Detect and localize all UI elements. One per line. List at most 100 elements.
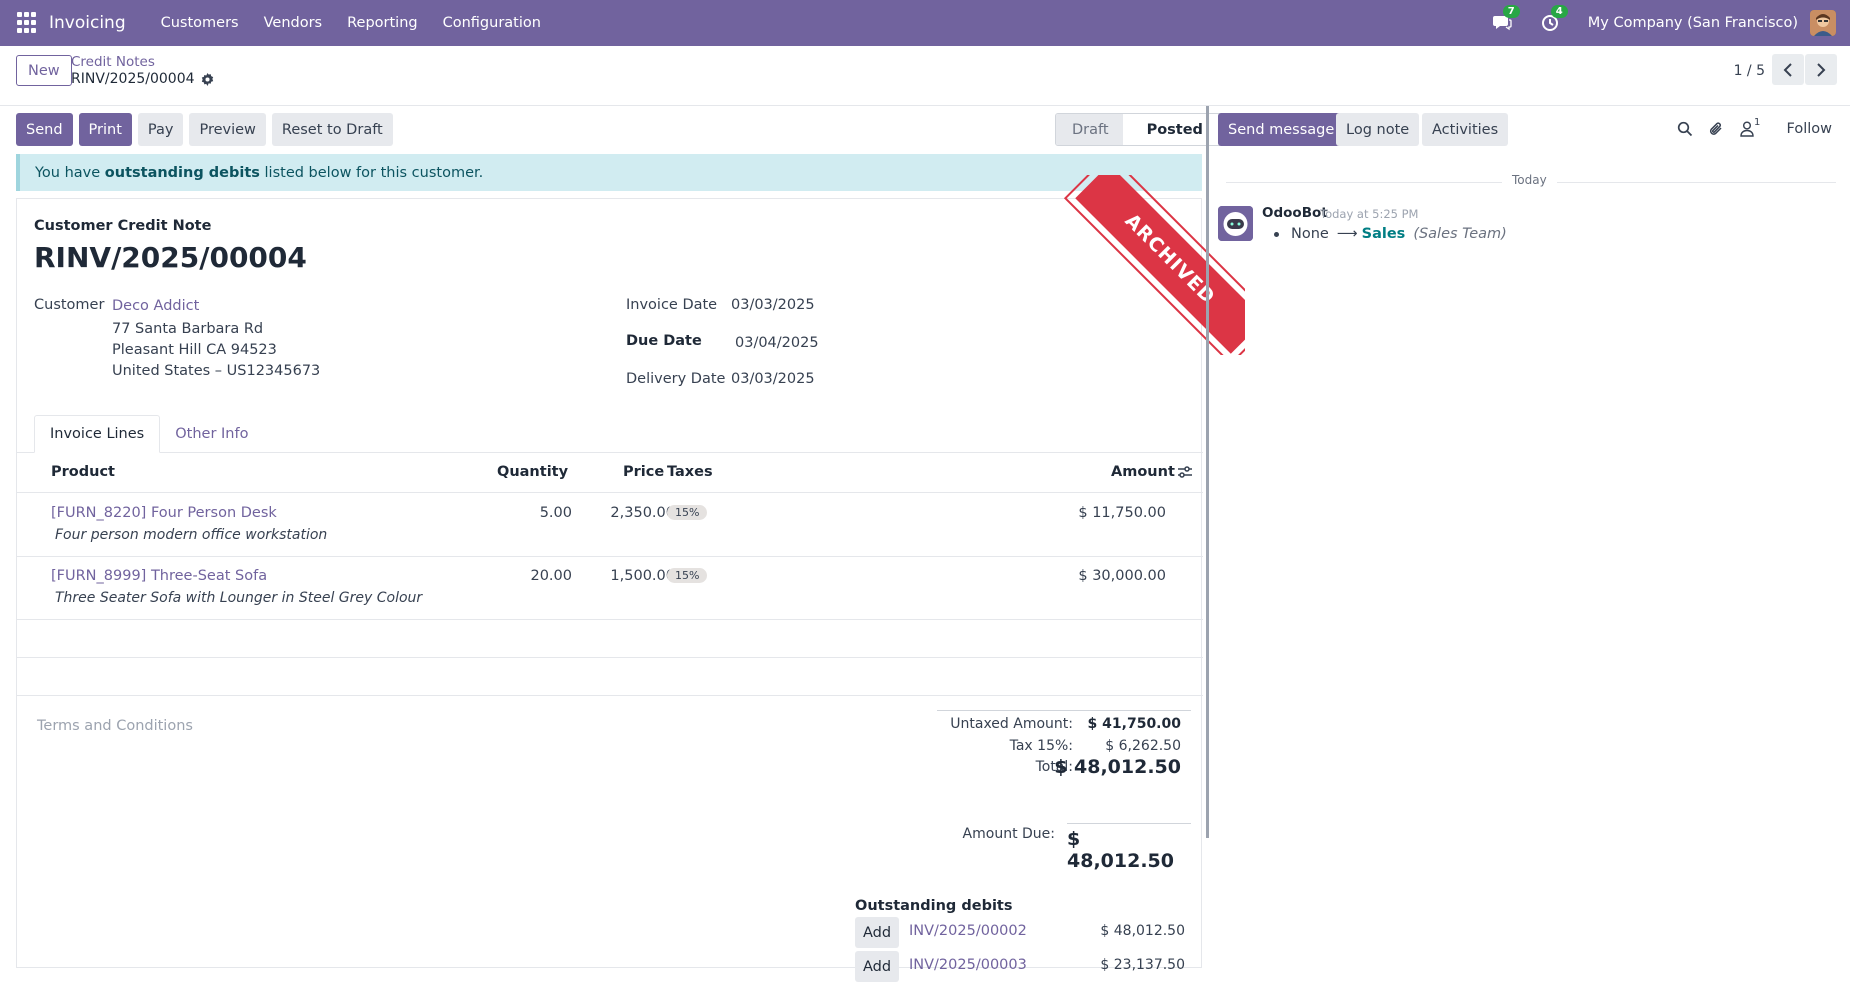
messages-icon[interactable]: 7 — [1492, 5, 1520, 34]
line-product[interactable]: [FURN_8999] Three-Seat Sofa — [51, 568, 268, 584]
customer-link[interactable]: Deco Addict — [112, 298, 200, 314]
tracking-field-name: (Sales Team) — [1413, 226, 1507, 242]
chevron-right-icon — [1817, 62, 1826, 77]
amount-due-row: Amount Due: $ 48,012.50 — [963, 823, 1191, 872]
address-line-1: 77 Santa Barbara Rd — [112, 321, 264, 337]
terms-and-conditions-field[interactable]: Terms and Conditions — [37, 718, 193, 734]
invoice-date-field[interactable]: 03/03/2025 — [731, 297, 815, 313]
search-icon[interactable] — [1677, 121, 1695, 139]
send-button[interactable]: Send — [16, 113, 73, 146]
line-amount: $ 30,000.00 — [1078, 568, 1166, 584]
pay-button[interactable]: Pay — [137, 113, 184, 146]
line-quantity[interactable]: 5.00 — [539, 505, 572, 521]
alert-suffix: listed below for this customer. — [259, 164, 484, 181]
line-price[interactable]: 1,500.00 — [610, 568, 675, 584]
line-quantity[interactable]: 20.00 — [530, 568, 572, 584]
print-button[interactable]: Print — [78, 113, 132, 146]
tabs-divider — [17, 452, 1203, 453]
odoobot-avatar[interactable] — [1218, 206, 1253, 241]
total-row: Total: $ 48,012.50 — [937, 755, 1191, 783]
col-amount[interactable]: Amount — [1111, 464, 1175, 480]
main-menu: Customers Vendors Reporting Configuratio… — [136, 15, 541, 31]
add-debit-button[interactable]: Add — [855, 917, 900, 948]
date-separator-label: Today — [1502, 173, 1557, 187]
column-settings-icon[interactable] — [1177, 465, 1193, 483]
menu-customers[interactable]: Customers — [160, 15, 239, 31]
delivery-date-label: Delivery Date — [626, 371, 726, 387]
col-product[interactable]: Product — [51, 464, 115, 480]
breadcrumb-current: RINV/2025/00004 — [71, 71, 214, 87]
company-switcher[interactable]: My Company (San Francisco) — [1587, 15, 1798, 31]
control-panel: New Credit Notes RINV/2025/00004 1 / 5 — [0, 46, 1850, 106]
log-note-button[interactable]: Log note — [1336, 113, 1420, 146]
user-avatar[interactable] — [1810, 10, 1836, 36]
message-author[interactable]: OdooBot — [1262, 205, 1328, 221]
paperclip-icon[interactable] — [1708, 121, 1726, 139]
menu-reporting[interactable]: Reporting — [347, 15, 418, 31]
chatter-panel: Send message Log note Activities 1 Follo… — [1210, 106, 1850, 968]
status-draft[interactable]: Draft — [1056, 114, 1123, 145]
breadcrumb-current-label: RINV/2025/00004 — [71, 71, 195, 87]
table-row[interactable]: [FURN_8220] Four Person Desk Four person… — [17, 494, 1203, 557]
form-action-buttons: Send Print Pay Preview Reset to Draft — [16, 113, 399, 146]
arrow-right-icon: ⟶ — [1336, 226, 1358, 242]
pager-value[interactable]: 1 / 5 — [1733, 63, 1765, 79]
new-button[interactable]: New — [16, 55, 72, 86]
form-scrollbar[interactable] — [1206, 106, 1209, 838]
delivery-date-field[interactable]: 03/03/2025 — [731, 371, 815, 387]
pager-next-button[interactable] — [1805, 54, 1837, 85]
menu-vendors[interactable]: Vendors — [263, 15, 323, 31]
tax-row: Tax 15%: $ 6,262.50 — [937, 733, 1191, 755]
untaxed-label: Untaxed Amount: — [950, 716, 1073, 732]
empty-row — [17, 658, 1203, 696]
tracking-old-value: None — [1291, 226, 1329, 242]
invoice-date-label: Invoice Date — [626, 297, 718, 313]
status-bar: Draft Posted — [1055, 113, 1222, 146]
untaxed-row: Untaxed Amount: $ 41,750.00 — [937, 711, 1191, 733]
document-number: RINV/2025/00004 — [34, 241, 307, 274]
outstanding-debit-row: Add INV/2025/00002 $ 48,012.50 — [855, 917, 1185, 949]
status-posted[interactable]: Posted — [1122, 114, 1221, 145]
due-date-field[interactable]: 03/04/2025 — [735, 335, 819, 351]
notebook-tabs: Invoice Lines Other Info — [34, 415, 263, 453]
preview-button[interactable]: Preview — [189, 113, 266, 146]
due-date-label: Due Date — [626, 333, 702, 349]
amount-due: $ 48,012.50 — [1067, 828, 1174, 872]
col-price[interactable]: Price — [623, 464, 665, 480]
tracking-new-value: Sales — [1361, 226, 1406, 242]
add-debit-button[interactable]: Add — [855, 951, 900, 982]
debit-amount: $ 48,012.50 — [1100, 923, 1185, 939]
debit-invoice-link[interactable]: INV/2025/00002 — [909, 923, 1027, 939]
document-type: Customer Credit Note — [34, 218, 212, 234]
followers-icon[interactable] — [1740, 121, 1758, 139]
app-name[interactable]: Invoicing — [49, 13, 126, 33]
debit-invoice-link[interactable]: INV/2025/00003 — [909, 957, 1027, 973]
apps-menu-icon[interactable] — [17, 12, 39, 34]
address-line-3: United States – US12345673 — [112, 363, 321, 379]
empty-row — [17, 620, 1203, 658]
activities-button[interactable]: Activities — [1422, 113, 1509, 146]
line-description: Four person modern office workstation — [55, 527, 328, 543]
menu-configuration[interactable]: Configuration — [442, 15, 541, 31]
tab-other-info[interactable]: Other Info — [175, 426, 249, 442]
alert-bold: outstanding debits — [104, 164, 260, 181]
customer-label: Customer — [34, 297, 105, 313]
line-price[interactable]: 2,350.00 — [610, 505, 675, 521]
col-quantity[interactable]: Quantity — [497, 464, 569, 480]
lines-table-header: Product Quantity Price Taxes Amount — [17, 453, 1203, 493]
pager-previous-button[interactable] — [1772, 54, 1804, 85]
top-navbar: Invoicing Customers Vendors Reporting Co… — [0, 0, 1850, 46]
gear-icon[interactable] — [201, 72, 214, 86]
tax-amount: $ 6,262.50 — [1105, 738, 1181, 754]
address-line-2: Pleasant Hill CA 94523 — [112, 342, 277, 358]
activities-clock-icon[interactable]: 4 — [1540, 5, 1568, 34]
outstanding-debits-alert: You have outstanding debits listed below… — [16, 154, 1202, 191]
table-row[interactable]: [FURN_8999] Three-Seat Sofa Three Seater… — [17, 557, 1203, 620]
line-product[interactable]: [FURN_8220] Four Person Desk — [51, 505, 277, 521]
follow-button[interactable]: Follow — [1786, 121, 1832, 137]
tab-invoice-lines[interactable]: Invoice Lines — [34, 415, 161, 453]
col-taxes[interactable]: Taxes — [667, 464, 713, 480]
reset-to-draft-button[interactable]: Reset to Draft — [271, 113, 393, 146]
send-message-button[interactable]: Send message — [1218, 113, 1345, 146]
breadcrumb-parent[interactable]: Credit Notes — [71, 54, 155, 70]
